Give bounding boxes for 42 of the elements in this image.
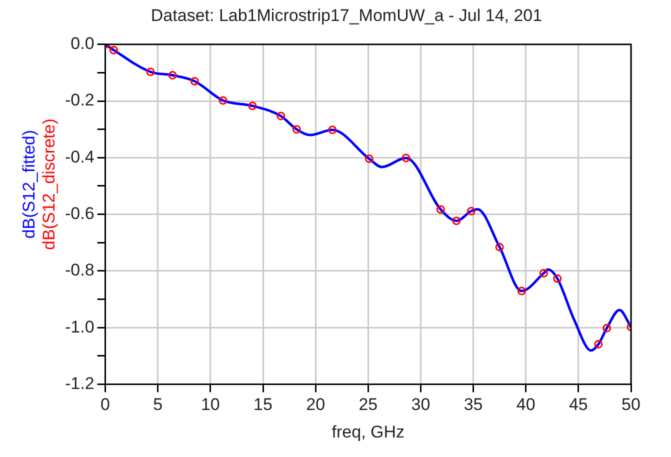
y-tick-label: -0.8 <box>64 260 94 280</box>
x-tick-label: 45 <box>568 395 588 414</box>
x-tick-label: 40 <box>516 395 536 414</box>
point <box>364 154 374 164</box>
point <box>168 71 177 80</box>
x-tick-label: 15 <box>254 395 272 414</box>
x-tick-label: 30 <box>411 395 430 414</box>
point <box>146 68 155 76</box>
chart-title: Dataset: Lab1Microstrip17_MomUW_a - Jul 14, 201 <box>150 6 542 25</box>
point <box>495 242 504 252</box>
point <box>466 206 476 216</box>
y-tick-label: -0.2 <box>64 90 94 110</box>
point <box>602 324 612 332</box>
point <box>190 76 199 86</box>
x-tick-label: 35 <box>464 395 483 414</box>
point <box>328 126 337 134</box>
point <box>517 286 526 296</box>
x-tick-label: 10 <box>200 395 220 414</box>
point <box>539 268 548 278</box>
point <box>248 102 257 110</box>
y-tick-label: -0.4 <box>64 147 94 166</box>
x-tick-label: 50 <box>622 395 640 414</box>
text: dB(S12_fitted) <box>20 130 39 239</box>
x-tick-label: 5 <box>153 395 163 414</box>
x-tick-label: 20 <box>306 395 326 414</box>
point <box>276 112 286 120</box>
point <box>553 274 562 283</box>
y-tick-label: -1.0 <box>64 317 94 336</box>
text: dB(S12_discrete) <box>40 118 59 250</box>
y-tick-label: -0.6 <box>64 204 94 223</box>
y-tick-label: 0.0 <box>70 34 94 54</box>
y-tick-label: -1.2 <box>64 374 94 393</box>
point <box>594 340 603 349</box>
point <box>109 46 118 54</box>
x-tick-label: 25 <box>358 395 378 414</box>
point <box>402 154 410 162</box>
point <box>436 205 445 214</box>
point <box>218 96 228 105</box>
point <box>452 216 461 226</box>
x-axis-title: freq, GHz <box>332 422 405 442</box>
x-tick-label: 0 <box>100 395 110 414</box>
point <box>292 125 301 134</box>
